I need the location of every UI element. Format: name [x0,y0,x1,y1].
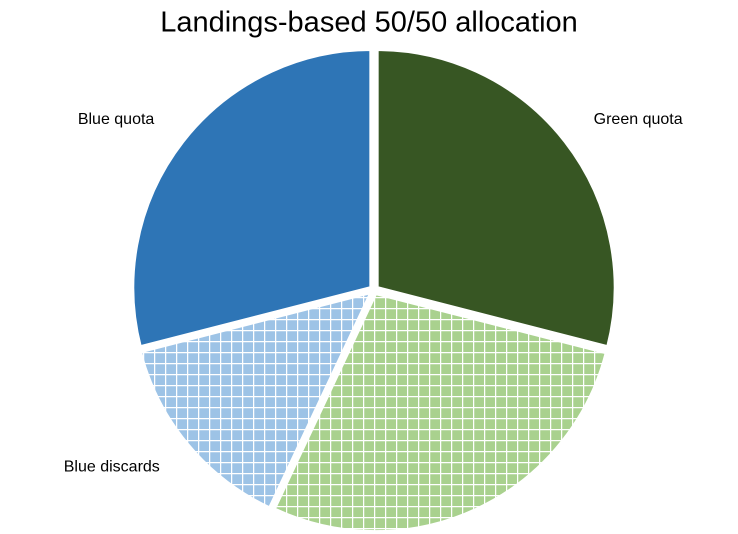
pie-slice [272,291,609,534]
slice-label: Blue discards [64,458,160,475]
slice-label: Green discards [492,533,601,534]
pie-slice [131,48,373,349]
pie [131,48,617,534]
chart-title: Landings-based 50/50 allocation [160,7,578,39]
pie-slice [138,290,374,510]
slice-label: Blue quota [78,111,155,128]
slice-label: Green quota [594,111,683,128]
pie-slice [375,48,617,349]
